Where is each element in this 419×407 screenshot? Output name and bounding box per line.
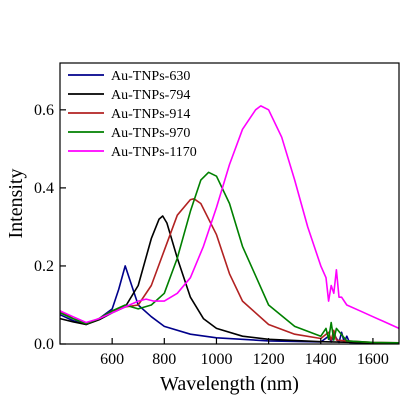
y-tick-label: 0.6 [34, 102, 54, 119]
x-tick-label: 1600 [357, 351, 389, 368]
series-line-2 [59, 215, 400, 344]
x-axis-ticks: 600 800 1000 1200 1400 1600 [100, 338, 389, 368]
x-tick-label: 1200 [253, 351, 285, 368]
y-tick-label: 0.2 [34, 258, 54, 275]
legend-label-4: Au-TNPs-970 [111, 126, 190, 141]
legend: Au-TNPs-630 Au-TNPs-794 Au-TNPs-914 Au-TNPs… [68, 69, 197, 160]
legend-label-2: Au-TNPs-794 [111, 88, 190, 103]
x-axis-label: Wavelength (nm) [160, 373, 299, 395]
x-tick-label: 800 [152, 351, 176, 368]
plot-frame [59, 62, 400, 345]
x-tick-label: 600 [100, 351, 124, 368]
x-tick-label: 1400 [305, 351, 337, 368]
legend-label-3: Au-TNPs-914 [111, 107, 190, 122]
x-tick-label: 1000 [200, 351, 232, 368]
series-line-5 [59, 105, 400, 330]
y-tick-label: 0.0 [34, 336, 54, 353]
series-line-1 [59, 265, 400, 345]
y-tick-label: 0.4 [34, 180, 54, 197]
legend-label-1: Au-TNPs-630 [111, 69, 190, 84]
series-line-3 [59, 198, 400, 344]
series-layer [59, 105, 400, 345]
y-axis-ticks: 0.0 0.2 0.4 0.6 [34, 102, 66, 353]
legend-label-5: Au-TNPs-1170 [111, 145, 197, 160]
series-line-4 [59, 171, 400, 344]
y-axis-label: Intensity [5, 169, 27, 239]
